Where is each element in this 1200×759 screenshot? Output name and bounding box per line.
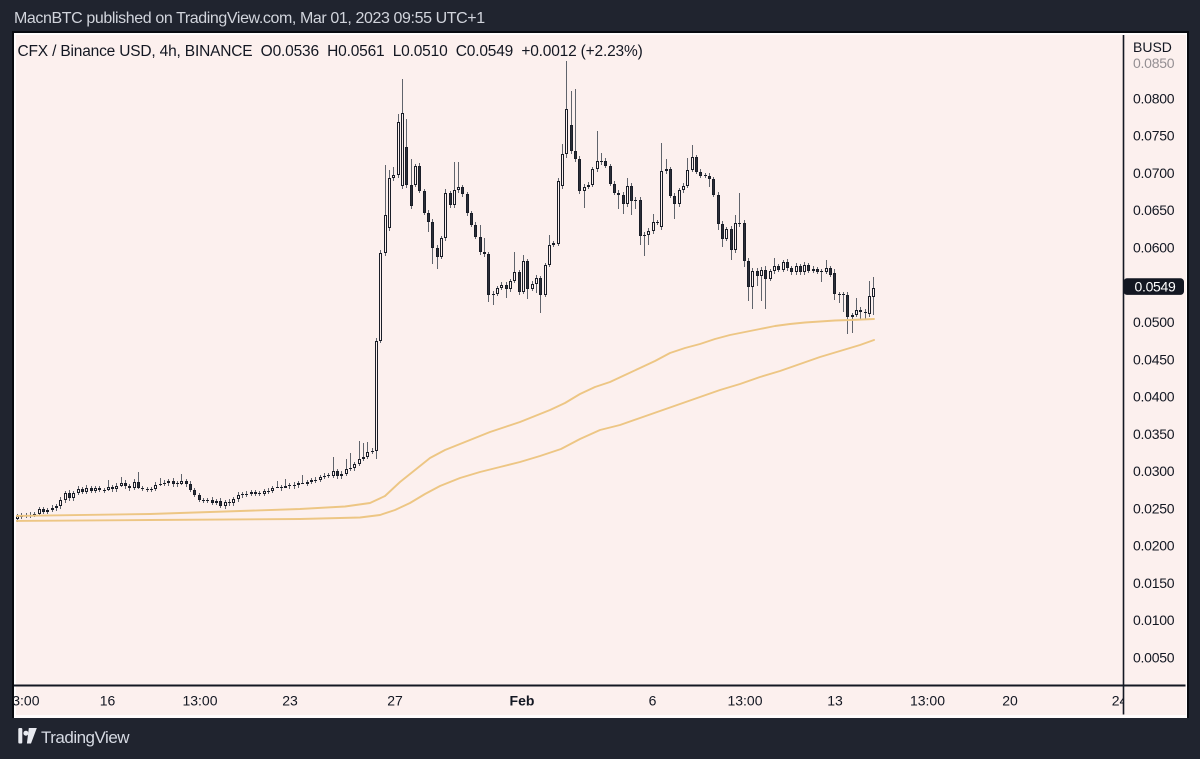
svg-text:0.0450: 0.0450 (1133, 351, 1175, 367)
svg-text:13:00: 13:00 (182, 693, 217, 709)
svg-text:20: 20 (1002, 693, 1018, 709)
svg-text:13:00: 13:00 (727, 693, 762, 709)
svg-text:0.0050: 0.0050 (1133, 650, 1175, 666)
svg-text:16: 16 (100, 693, 116, 709)
svg-text:0.0600: 0.0600 (1133, 239, 1175, 255)
svg-text:0.0100: 0.0100 (1133, 612, 1175, 628)
svg-text:13: 13 (827, 693, 843, 709)
svg-text:0.0300: 0.0300 (1133, 463, 1175, 479)
svg-text:0.0750: 0.0750 (1133, 128, 1175, 144)
svg-text:13:00: 13:00 (910, 693, 945, 709)
svg-text:6: 6 (649, 693, 657, 709)
svg-text:0.0150: 0.0150 (1133, 575, 1175, 591)
svg-text:0.0549: 0.0549 (1135, 279, 1177, 295)
svg-text:23: 23 (282, 693, 298, 709)
svg-text:13:00: 13:00 (4, 693, 39, 709)
svg-text:0.0800: 0.0800 (1133, 90, 1175, 106)
svg-text:0.0250: 0.0250 (1133, 500, 1175, 516)
svg-text:CFX / Binance USD, 4h, BINANCE: CFX / Binance USD, 4h, BINANCE O0.0536 H… (18, 43, 643, 60)
svg-text:BUSD: BUSD (1133, 39, 1172, 55)
svg-text:27: 27 (387, 693, 403, 709)
svg-text:0.0500: 0.0500 (1133, 314, 1175, 330)
svg-text:0.0700: 0.0700 (1133, 165, 1175, 181)
svg-text:0.0200: 0.0200 (1133, 538, 1175, 554)
svg-text:0.0850: 0.0850 (1133, 55, 1175, 71)
svg-text:24: 24 (1112, 693, 1128, 709)
svg-text:0.0400: 0.0400 (1133, 389, 1175, 405)
svg-text:0.0650: 0.0650 (1133, 202, 1175, 218)
svg-text:0.0350: 0.0350 (1133, 426, 1175, 442)
svg-text:Feb: Feb (510, 693, 535, 709)
